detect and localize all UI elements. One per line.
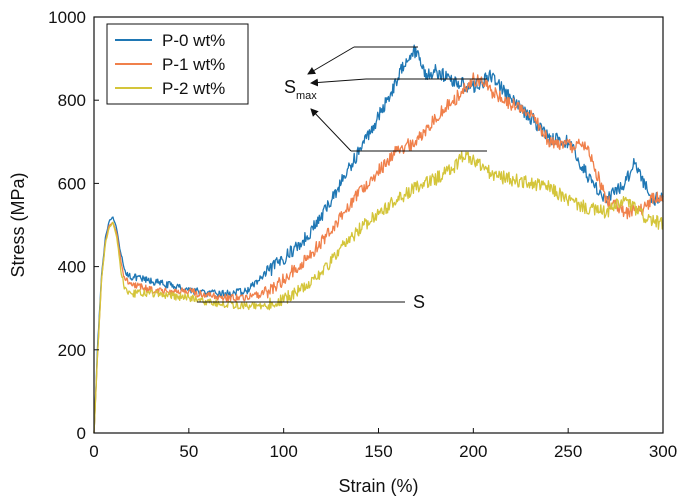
legend-label: P-0 wt% xyxy=(162,31,225,50)
smax-arrow-top xyxy=(307,46,355,75)
smax-arrow-middle xyxy=(310,78,367,87)
series-layer xyxy=(93,44,664,434)
y-tick-label: 400 xyxy=(58,258,86,277)
series-line-1 xyxy=(93,44,664,434)
x-tick-label: 100 xyxy=(269,442,297,461)
y-axis-title: Stress (MPa) xyxy=(8,172,28,277)
x-axis-title: Strain (%) xyxy=(338,476,418,496)
legend-label: P-2 wt% xyxy=(162,79,225,98)
smax-arrow-bottom xyxy=(310,108,352,152)
y-tick-label: 600 xyxy=(58,174,86,193)
y-tick-label: 0 xyxy=(77,424,86,443)
annotation-layer: Smax S xyxy=(197,46,487,312)
x-tick-label: 200 xyxy=(459,442,487,461)
series-line-3 xyxy=(93,151,664,434)
s-label: S xyxy=(413,292,425,312)
x-tick-label: 250 xyxy=(554,442,582,461)
x-tick-label: 50 xyxy=(179,442,198,461)
legend-label: P-1 wt% xyxy=(162,55,225,74)
x-tick-label: 300 xyxy=(649,442,677,461)
y-tick-label: 200 xyxy=(58,341,86,360)
smax-label: Smax xyxy=(284,77,317,102)
y-tick-label: 800 xyxy=(58,91,86,110)
series-line-2 xyxy=(93,72,664,434)
y-tick-label: 1000 xyxy=(48,8,86,27)
axis-layer: 0 50 100 150 200 250 300 0 200 400 600 800 1000 xyxy=(48,8,677,461)
legend: P-0 wt% P-1 wt% P-2 wt% xyxy=(106,23,249,105)
x-tick-label: 0 xyxy=(89,442,98,461)
x-tick-label: 150 xyxy=(364,442,392,461)
